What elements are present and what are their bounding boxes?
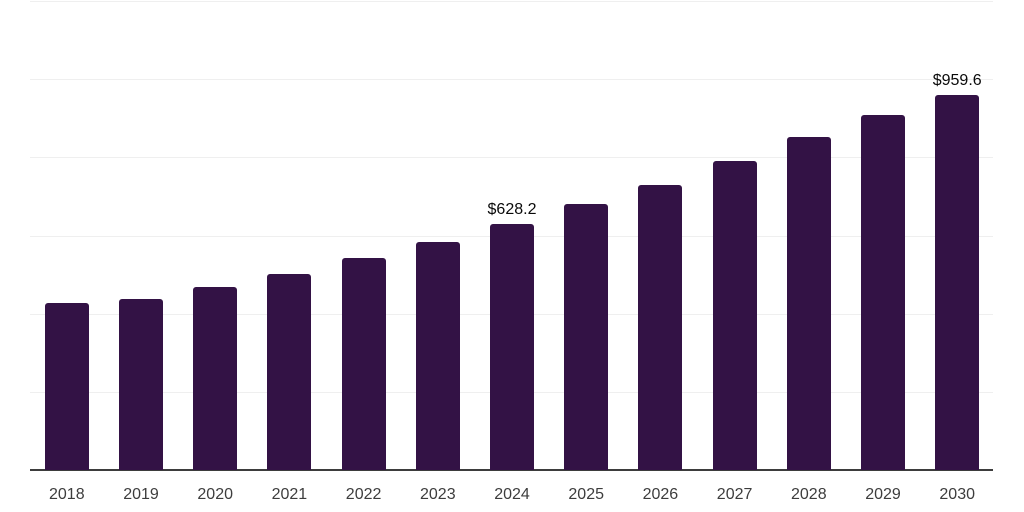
x-tick-2029: 2029	[865, 486, 901, 503]
bar-value-label-2024: $628.2	[487, 201, 537, 219]
gridline-1200	[30, 1, 993, 2]
x-tick-2023: 2023	[420, 486, 456, 503]
bar-2023[interactable]	[415, 242, 460, 470]
x-tick-2027: 2027	[716, 486, 753, 503]
bar-2030[interactable]	[935, 94, 980, 470]
gridline-800	[30, 157, 993, 159]
bar-2018[interactable]	[44, 303, 89, 470]
bar-2024[interactable]	[490, 224, 534, 470]
bar-2029[interactable]	[861, 114, 905, 470]
bar-value-label-2030: $959.6	[932, 71, 982, 89]
x-tick-2020: 2020	[197, 486, 233, 503]
bar-2027[interactable]	[712, 160, 757, 470]
x-tick-2030: 2030	[939, 486, 975, 503]
bar-2020[interactable]	[193, 287, 238, 470]
bar-2028[interactable]	[786, 136, 831, 470]
x-tick-2022: 2022	[345, 486, 382, 503]
bar-2026[interactable]	[638, 184, 683, 470]
bar-2021[interactable]	[267, 273, 312, 470]
x-tick-2019: 2019	[123, 486, 159, 503]
bar-2025[interactable]	[564, 204, 609, 470]
x-tick-2024: 2024	[494, 486, 530, 503]
bar-2019[interactable]	[119, 299, 163, 470]
x-tick-2028: 2028	[791, 486, 827, 503]
bar-2022[interactable]	[341, 258, 386, 470]
x-axis-line	[30, 469, 993, 471]
x-tick-2018: 2018	[49, 486, 85, 503]
gridline-1000	[30, 79, 993, 81]
x-tick-2025: 2025	[568, 486, 604, 503]
x-tick-2026: 2026	[642, 486, 679, 503]
x-tick-2021: 2021	[271, 486, 308, 503]
